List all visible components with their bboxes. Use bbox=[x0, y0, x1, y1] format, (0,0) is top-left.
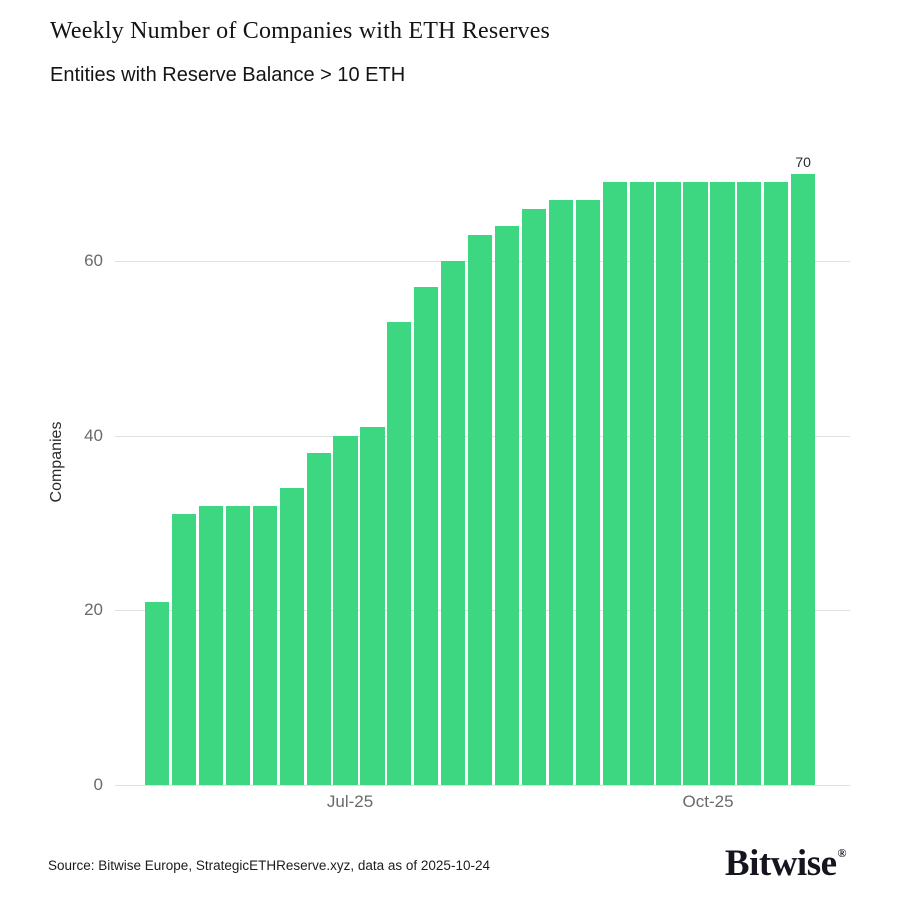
bar bbox=[360, 426, 385, 785]
bar bbox=[306, 453, 331, 785]
gridline bbox=[115, 785, 850, 786]
bar bbox=[737, 182, 762, 785]
bar bbox=[414, 287, 439, 785]
bar bbox=[441, 261, 466, 785]
bar bbox=[225, 505, 250, 785]
bar bbox=[145, 601, 170, 785]
source-note: Source: Bitwise Europe, StrategicETHRese… bbox=[48, 858, 490, 873]
bar bbox=[494, 226, 520, 785]
bar bbox=[468, 234, 493, 785]
bar bbox=[764, 182, 789, 785]
bar bbox=[629, 182, 654, 785]
bar bbox=[521, 208, 547, 785]
bar bbox=[602, 182, 627, 785]
bar bbox=[198, 505, 224, 785]
bar bbox=[252, 505, 277, 785]
bar bbox=[333, 435, 358, 785]
chart-subtitle: Entities with Reserve Balance > 10 ETH bbox=[50, 64, 406, 86]
bar bbox=[710, 182, 735, 785]
y-tick-label: 0 bbox=[93, 775, 103, 794]
bar bbox=[791, 173, 816, 785]
y-tick-label: 40 bbox=[84, 425, 103, 445]
bar bbox=[171, 514, 197, 785]
bar-value-label: 70 bbox=[795, 153, 811, 170]
bar bbox=[575, 199, 600, 785]
bar bbox=[387, 322, 412, 785]
y-tick-label: 20 bbox=[84, 600, 103, 620]
bar bbox=[279, 488, 304, 785]
bar bbox=[683, 182, 708, 785]
bitwise-logo-text: Bitwise bbox=[724, 843, 837, 884]
x-tick-label: Jul-25 bbox=[326, 792, 374, 811]
chart-title: Weekly Number of Companies with ETH Rese… bbox=[50, 18, 551, 44]
registered-trademark-icon: ® bbox=[837, 846, 847, 860]
bar bbox=[548, 199, 574, 785]
bar bbox=[656, 182, 681, 785]
y-tick-label: 60 bbox=[84, 251, 103, 271]
bitwise-logo: Bitwise® bbox=[724, 842, 847, 885]
x-tick-label: Oct-25 bbox=[682, 792, 734, 811]
